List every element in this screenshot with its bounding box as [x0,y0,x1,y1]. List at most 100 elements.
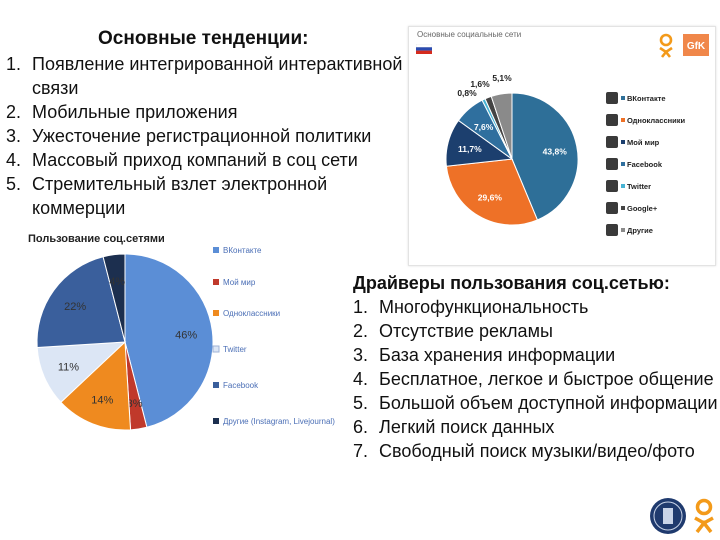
slice-data-label: 11% [58,361,79,373]
slice-data-label: 46% [175,329,197,341]
legend-label: Одноклассники [627,116,686,125]
list-item-text: Появление интегрированной интерактивной … [32,54,403,98]
list-item-number: 1. [6,54,22,74]
list-item-number: 4. [353,369,369,389]
list-item-text: Бесплатное, легкое и быстрое общение [379,369,714,389]
pie-slice-0 [511,92,579,221]
list-item-number: 3. [6,126,22,146]
legend-label: Одноклассники [223,309,280,318]
list-item: 4. Массовый приход компаний в соц сети [6,148,406,172]
list-item: 3. База хранения информации [353,343,718,367]
list-item: 5. Стремительный взлет электронной коммер… [6,172,406,220]
pie-slice-5 [102,253,126,343]
legend-label: Другие (Instagram, Livejournal) [223,417,335,426]
legend-brand-icon [606,224,618,236]
legend-swatch [621,118,625,122]
list-item-number: 2. [353,321,369,341]
trends-title: Основные тенденции: [98,28,309,49]
list-item: 4. Бесплатное, легкое и быстрое общение [353,367,718,391]
legend-label: Мой мир [627,138,660,147]
list-item: 6. Легкий поиск данных [353,415,718,439]
legend-label: Google+ [627,204,658,213]
pie-slice-0 [124,253,214,428]
list-item: 1. Многофункциональность [353,295,718,319]
slice-data-label: 14% [91,394,113,406]
odnoklassniki-logo-icon [659,33,673,58]
list-item-text: Большой объем доступной информации [379,393,718,413]
slice-data-label: 11,7% [458,144,482,154]
legend-brand-icon [606,92,618,104]
list-item: 2. Мобильные приложения [6,100,406,124]
list-item-number: 6. [353,417,369,437]
legend-label: Мой мир [223,278,256,287]
slice-data-label: 22% [64,301,86,313]
gfk-brand-text: GfK [687,41,706,52]
thumbnail-title: Основные социальные сети [417,30,522,39]
legend-swatch [213,418,219,424]
list-item-text: Свободный поиск музыки/видео/фото [379,441,695,461]
trends-list: 1. Появление интегрированной интерактивно… [6,52,406,220]
legend-swatch [213,310,219,316]
legend-label: Facebook [223,381,259,390]
university-emblem-icon [650,498,686,534]
legend-swatch [621,162,625,166]
pie-slice-4 [36,256,126,349]
list-item: 7. Свободный поиск музыки/видео/фото [353,439,718,463]
legend-swatch [621,140,625,144]
legend-label: Другие [627,226,653,235]
pie-slice-1 [445,158,539,226]
legend-label: Twitter [627,182,651,191]
chart-title: Пользование соц.сетями [28,233,165,245]
list-item-number: 7. [353,441,369,461]
legend-swatch [621,184,625,188]
slice-data-label: 5,1% [492,73,512,83]
list-item-number: 1. [353,297,369,317]
legend-swatch [213,279,219,285]
social-usage-pie-chart: 46% 3% 14% 11% 22% 4% ВКонтакте Мой мир Однокла… [36,246,335,431]
list-item-number: 5. [6,174,22,194]
russia-flag-icon [416,44,432,54]
list-item-text: Ужесточение регистрационной политики [32,126,372,146]
list-item-number: 5. [353,393,369,413]
slice-data-label: 1,6% [470,79,490,89]
slice-data-label: 3% [127,398,143,410]
drivers-title: Драйверы пользования соц.сетью: [353,273,670,293]
odnoklassniki-logo-icon [694,498,714,534]
legend-swatch [621,96,625,100]
pie-slice-6 [490,92,513,160]
list-item: 1. Появление интегрированной интерактивно… [6,52,406,100]
list-item-text: Массовый приход компаний в соц сети [32,150,358,170]
list-item-text: База хранения информации [379,345,616,365]
legend-swatch [213,247,219,253]
slice-data-label: 0,8% [457,88,477,98]
list-item: 3. Ужесточение регистрационной политики [6,124,406,148]
list-item-number: 3. [353,345,369,365]
drivers-list: Драйверы пользования соц.сетью: 1. Многоф… [353,271,718,463]
legend-swatch [212,345,220,353]
legend-brand-icon [606,180,618,192]
legend-swatch [621,206,625,210]
list-item-text: Многофункциональность [379,297,589,317]
legend-brand-icon [606,136,618,148]
slice-data-label: 43,8% [543,146,568,156]
legend-brand-icon [606,158,618,170]
list-item: 5. Большой объем доступной информации [353,391,718,415]
list-item-number: 2. [6,102,22,122]
legend-swatch [213,382,219,388]
list-item-text: Стремительный взлет электронной коммерци… [32,174,328,218]
legend-label: Twitter [223,345,247,354]
legend-swatch [621,228,625,232]
list-item-text: Мобильные приложения [32,102,238,122]
main-social-networks-pie-chart: 43,8% 29,6% 11,7% 7,6% 0,8%1,6%5,1% ВКонтакт… [445,73,686,236]
slice-data-label: 7,6% [474,122,494,132]
gfk-logo: GfK [659,33,709,58]
slice-data-label: 29,6% [478,193,503,203]
legend-label: ВКонтакте [223,246,262,255]
list-item: 2. Отсутствие рекламы [353,319,718,343]
list-item-number: 4. [6,150,22,170]
list-item-text: Отсутствие рекламы [379,321,553,341]
legend-brand-icon [606,114,618,126]
legend-brand-icon [606,202,618,214]
pie-slice-2 [60,340,132,431]
legend-label: Facebook [627,160,663,169]
